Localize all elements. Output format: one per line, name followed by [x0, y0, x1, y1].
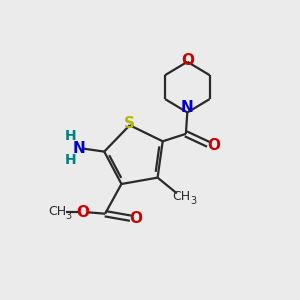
Text: H: H	[65, 129, 76, 143]
Text: H: H	[65, 153, 76, 167]
Text: O: O	[207, 138, 220, 153]
Text: N: N	[73, 141, 85, 156]
Text: N: N	[181, 100, 194, 115]
Text: CH: CH	[49, 205, 67, 218]
Text: 3: 3	[190, 196, 196, 206]
Text: 3: 3	[65, 211, 71, 221]
Text: O: O	[129, 211, 142, 226]
Text: O: O	[76, 205, 89, 220]
Text: CH: CH	[172, 190, 190, 203]
Text: S: S	[124, 116, 135, 131]
Text: O: O	[181, 53, 194, 68]
